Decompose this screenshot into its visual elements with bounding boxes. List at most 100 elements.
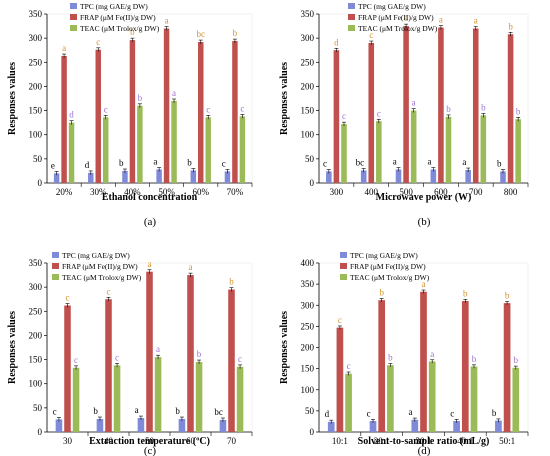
legend-label: TPC (mg GAE/g DW) — [358, 2, 426, 11]
legend-swatch-frap — [70, 14, 77, 20]
legend-label: TEAC (μM Trolox/g DW) — [358, 24, 438, 33]
y-tick-label: 0 — [38, 178, 43, 188]
bar-teac — [428, 361, 436, 432]
bar-tpc — [219, 419, 227, 432]
significance-letter: a — [62, 43, 66, 53]
bar-teac — [376, 121, 382, 183]
legend-swatch-tpc — [52, 252, 59, 258]
significance-letter: b — [233, 28, 238, 38]
y-tick-label: 200 — [301, 81, 315, 91]
bar-frap — [333, 50, 340, 183]
significance-letter: bc — [197, 29, 206, 39]
significance-letter: bc — [214, 407, 223, 417]
bar-tpc — [326, 171, 332, 183]
x-tick-label: 60% — [193, 187, 210, 197]
y-axis-label: Responses values — [7, 311, 18, 384]
bar-frap — [129, 40, 136, 184]
significance-letter: b — [516, 106, 521, 116]
significance-letter: a — [428, 157, 432, 167]
significance-letter: d — [85, 160, 90, 170]
x-tick-label: 30% — [90, 187, 107, 197]
bar-frap — [368, 42, 375, 183]
bar-frap — [232, 41, 238, 183]
legend-swatch-tpc — [340, 252, 347, 258]
y-tick-label: 0 — [38, 427, 43, 437]
bar-teac — [387, 365, 394, 432]
x-tick-label: 700 — [469, 187, 483, 197]
y-axis-label: Responses values — [279, 62, 290, 135]
legend-label: TEAC (μM Trolox/g DW) — [350, 273, 430, 282]
x-tick-label: 40% — [124, 187, 141, 197]
significance-letter: c — [53, 407, 57, 417]
panel-b: 0 50 100 150 200 250 300 350 300 c d c 400 bc c c 500 a a a… — [279, 2, 529, 228]
significance-letter: d — [69, 110, 74, 120]
y-tick-label: 250 — [29, 306, 43, 316]
significance-letter: c — [96, 37, 100, 47]
y-tick-label: 300 — [301, 300, 315, 310]
significance-letter: b — [93, 406, 98, 416]
significance-letter: a — [430, 349, 434, 359]
significance-letter: a — [404, 13, 408, 23]
bar-frap — [403, 26, 409, 184]
y-tick-label: 50 — [33, 403, 43, 413]
legend-swatch-tpc — [70, 3, 77, 9]
bar-frap — [228, 289, 235, 432]
bar-teac — [154, 357, 162, 432]
legend-swatch-tpc — [348, 3, 355, 9]
x-tick-label: 60 — [186, 436, 196, 446]
bar-frap — [336, 327, 344, 432]
legend-swatch-teac — [70, 25, 77, 31]
bar-teac — [113, 365, 121, 432]
significance-letter: c — [240, 103, 244, 113]
y-tick-label: 100 — [301, 130, 315, 140]
x-tick-label: 30:1 — [415, 436, 431, 446]
significance-letter: b — [388, 353, 393, 363]
y-tick-label: 100 — [29, 379, 43, 389]
significance-letter: c — [347, 361, 351, 371]
y-tick-label: 150 — [29, 106, 43, 116]
legend-swatch-frap — [340, 263, 347, 269]
significance-letter: b — [446, 104, 451, 114]
bar-tpc — [122, 170, 128, 183]
significance-letter: e — [51, 160, 55, 170]
bar-tpc — [465, 169, 471, 183]
bar-frap — [187, 275, 194, 432]
significance-letter: b — [463, 288, 468, 298]
bar-teac — [512, 367, 520, 432]
legend-swatch-frap — [348, 14, 355, 20]
legend-label: FRAP (μM Fe(II)/g DW) — [350, 262, 426, 271]
x-tick-label: 400 — [365, 187, 379, 197]
x-tick-label: 500 — [399, 187, 413, 197]
significance-letter: c — [338, 315, 342, 325]
x-tick-label: 40 — [104, 436, 114, 446]
significance-letter: a — [148, 259, 152, 269]
bar-teac — [68, 122, 75, 183]
significance-letter: b — [187, 158, 192, 168]
panel-c: 05010015020025030035030ccc40bcc50aaa60ba… — [7, 251, 253, 456]
y-tick-label: 100 — [301, 385, 315, 395]
significance-letter: b — [130, 27, 135, 37]
x-tick-label: 70% — [227, 187, 244, 197]
legend-swatch-teac — [52, 274, 59, 280]
bar-tpc — [430, 169, 437, 183]
bar-tpc — [453, 421, 460, 432]
y-tick-label: 150 — [301, 106, 315, 116]
bar-tpc — [178, 418, 186, 432]
bar-frap — [378, 300, 386, 432]
bar-frap — [64, 305, 71, 432]
bar-tpc — [156, 169, 162, 183]
significance-letter: b — [119, 158, 124, 168]
significance-letter: b — [229, 277, 234, 287]
y-tick-label: 400 — [301, 258, 315, 268]
y-tick-label: 100 — [29, 130, 43, 140]
bar-tpc — [224, 171, 231, 183]
bar-frap — [438, 27, 444, 183]
x-tick-label: 20:1 — [374, 436, 390, 446]
significance-letter: c — [377, 108, 381, 118]
significance-letter: a — [156, 344, 160, 354]
bar-teac — [341, 124, 347, 183]
bar-teac — [171, 100, 177, 183]
x-tick-label: 70 — [227, 436, 237, 446]
legend-label: FRAP (μM Fe(II)/g DW) — [62, 262, 138, 271]
y-tick-label: 300 — [29, 282, 43, 292]
